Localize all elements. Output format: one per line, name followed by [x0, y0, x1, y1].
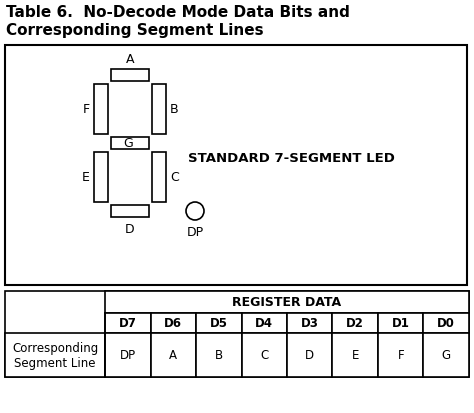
Text: D: D — [125, 223, 135, 235]
Bar — [94, 153, 108, 202]
Bar — [111, 70, 149, 82]
Text: A: A — [169, 349, 177, 362]
Text: A: A — [126, 53, 134, 66]
Text: C: C — [170, 171, 179, 184]
Text: G: G — [123, 137, 133, 150]
Text: B: B — [170, 103, 179, 116]
Bar — [332, 313, 378, 333]
Bar — [152, 85, 166, 135]
Text: D1: D1 — [392, 317, 410, 330]
Text: D7: D7 — [119, 317, 137, 330]
Bar — [423, 313, 469, 333]
Text: REGISTER DATA: REGISTER DATA — [232, 296, 342, 309]
Bar — [105, 291, 469, 313]
Bar — [287, 333, 332, 377]
Text: Corresponding: Corresponding — [12, 342, 98, 355]
Circle shape — [186, 202, 204, 221]
Bar — [151, 333, 196, 377]
Text: G: G — [442, 349, 451, 362]
Bar — [105, 333, 151, 377]
Bar — [111, 206, 149, 218]
Text: D4: D4 — [255, 317, 273, 330]
Text: DP: DP — [120, 349, 136, 362]
Text: F: F — [83, 103, 90, 116]
Text: C: C — [260, 349, 268, 362]
Bar — [332, 333, 378, 377]
Text: Corresponding Segment Lines: Corresponding Segment Lines — [6, 23, 264, 38]
Bar — [151, 313, 196, 333]
Text: D6: D6 — [164, 317, 182, 330]
Text: F: F — [397, 349, 404, 362]
Bar — [5, 333, 105, 377]
Bar — [111, 138, 149, 150]
Bar — [196, 313, 241, 333]
Text: D0: D0 — [438, 317, 455, 330]
Bar — [378, 313, 423, 333]
Bar — [152, 153, 166, 202]
Bar — [241, 333, 287, 377]
Bar — [241, 313, 287, 333]
Text: E: E — [82, 171, 90, 184]
Text: D5: D5 — [210, 317, 228, 330]
Text: B: B — [215, 349, 223, 362]
Text: D: D — [305, 349, 314, 362]
Bar — [378, 333, 423, 377]
Text: E: E — [352, 349, 359, 362]
Text: D2: D2 — [346, 317, 364, 330]
Bar — [287, 313, 332, 333]
Bar — [94, 85, 108, 135]
Text: DP: DP — [186, 225, 203, 238]
Text: D3: D3 — [301, 317, 319, 330]
Bar — [423, 333, 469, 377]
Bar — [105, 313, 151, 333]
Text: Segment Line: Segment Line — [14, 357, 96, 370]
Text: STANDARD 7-SEGMENT LED: STANDARD 7-SEGMENT LED — [188, 152, 395, 165]
Bar — [196, 333, 241, 377]
Bar — [5, 46, 467, 285]
Bar — [5, 291, 469, 377]
Text: Table 6.  No-Decode Mode Data Bits and: Table 6. No-Decode Mode Data Bits and — [6, 5, 350, 20]
